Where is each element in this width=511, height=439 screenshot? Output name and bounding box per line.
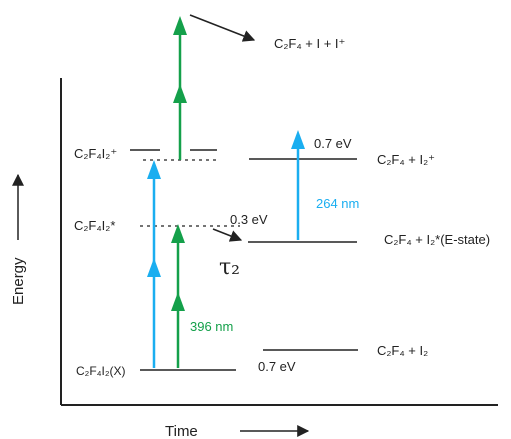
blue-arrowhead-2 bbox=[147, 160, 161, 179]
probe-wavelength-label: 264 nm bbox=[316, 196, 359, 211]
excited-gap-label: 0.3 eV bbox=[230, 212, 268, 227]
energy-axis-label: Energy bbox=[10, 257, 27, 305]
green-arrowhead-4 bbox=[173, 16, 187, 35]
product-e-state-label: C₂F₄ + I₂*(E-state) bbox=[384, 232, 490, 247]
fragmentation-arrow bbox=[189, 14, 256, 42]
green-arrowhead-1 bbox=[171, 292, 185, 311]
ground-state-label: C₂F₄I₂(X) bbox=[76, 364, 126, 378]
ion-state-label: C₂F₄I₂⁺ bbox=[74, 146, 117, 161]
ground-gap-label: 0.7 eV bbox=[258, 359, 296, 374]
green-arrowhead-2 bbox=[171, 224, 185, 243]
green-pump-arrows bbox=[171, 16, 187, 368]
time-axis-label: Time bbox=[165, 423, 198, 439]
dissociation-arrow bbox=[212, 228, 243, 242]
blue-probe-arrows bbox=[147, 130, 305, 368]
ion-gap-label: 0.7 eV bbox=[314, 136, 352, 151]
axes: Energy Time bbox=[10, 78, 498, 439]
blue-arrowhead-3 bbox=[291, 130, 305, 149]
green-arrowhead-3 bbox=[173, 84, 187, 103]
pump-wavelength-label: 396 nm bbox=[190, 319, 233, 334]
energy-levels bbox=[130, 149, 358, 371]
blue-arrowhead-1 bbox=[147, 258, 161, 277]
fragments-label: C₂F₄ + I + I⁺ bbox=[274, 36, 345, 51]
lifetime-label: τ₂ bbox=[219, 255, 240, 280]
product-ion-label: C₂F₄ + I₂⁺ bbox=[377, 152, 435, 167]
excited-state-label: C₂F₄I₂* bbox=[74, 218, 115, 233]
product-ground-label: C₂F₄ + I₂ bbox=[377, 343, 428, 358]
